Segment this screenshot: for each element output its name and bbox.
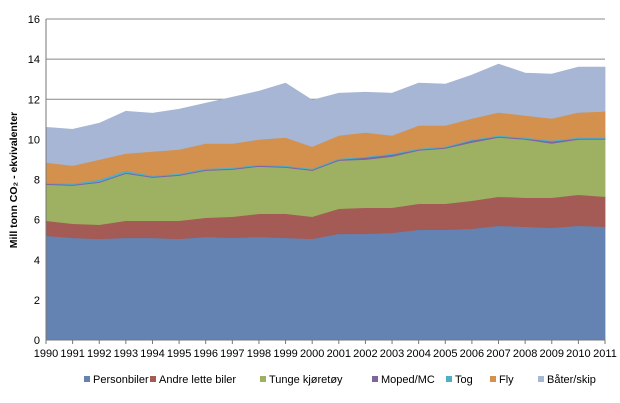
x-tick-label: 1990 bbox=[34, 348, 58, 360]
legend-swatch bbox=[260, 376, 266, 382]
x-tick-label: 1995 bbox=[167, 348, 191, 360]
legend-label: Tunge kjøretøy bbox=[269, 374, 343, 386]
y-tick-label: 14 bbox=[28, 54, 40, 66]
area-b-ter-skip bbox=[45, 63, 606, 166]
legend-swatch bbox=[84, 376, 90, 382]
legend-item: Tunge kjøretøy bbox=[260, 374, 343, 386]
x-tick-label: 2006 bbox=[460, 348, 484, 360]
x-tick-label: 1999 bbox=[273, 348, 297, 360]
x-tick-label: 2003 bbox=[380, 348, 404, 360]
legend-item: Tog bbox=[446, 374, 473, 386]
y-tick-label: 12 bbox=[28, 94, 40, 106]
legend-item: Andre lette biler bbox=[150, 374, 236, 386]
x-tick-label: 1998 bbox=[247, 348, 271, 360]
legend-swatch bbox=[538, 376, 544, 382]
legend-item: Moped/MC bbox=[372, 374, 435, 386]
x-tick-label: 1991 bbox=[60, 348, 84, 360]
y-tick-label: 0 bbox=[34, 335, 40, 347]
y-tick-label: 6 bbox=[34, 215, 40, 227]
legend-label: Andre lette biler bbox=[159, 374, 236, 386]
x-tick-label: 2011 bbox=[593, 348, 617, 360]
x-tick-label: 1994 bbox=[140, 348, 164, 360]
y-tick-label: 8 bbox=[34, 175, 40, 187]
axes bbox=[45, 19, 606, 344]
x-tick-label: 2008 bbox=[513, 348, 537, 360]
legend-label: Båter/skip bbox=[547, 374, 596, 386]
x-tick-label: 1996 bbox=[193, 348, 217, 360]
x-tick-labels: 1990 1991 1992 1993 1994 1995 1996 1997 1998 1999… bbox=[34, 348, 617, 360]
legend-item: Personbiler bbox=[84, 374, 149, 386]
legend-label: Personbiler bbox=[93, 374, 149, 386]
legend-item: Fly bbox=[490, 374, 514, 386]
legend-label: Fly bbox=[499, 374, 514, 386]
x-tick-label: 1992 bbox=[87, 348, 111, 360]
y-tick-label: 4 bbox=[34, 255, 40, 267]
x-tick-label: 2002 bbox=[353, 348, 377, 360]
legend-label: Tog bbox=[455, 374, 473, 386]
x-tick-label: 2005 bbox=[433, 348, 457, 360]
legend-swatch bbox=[372, 376, 378, 382]
legend-item: Båter/skip bbox=[538, 374, 596, 386]
x-tick-label: 2000 bbox=[300, 348, 324, 360]
legend-swatch bbox=[446, 376, 452, 382]
x-tick-label: 2010 bbox=[566, 348, 590, 360]
y-tick-label: 10 bbox=[28, 134, 40, 146]
x-tick-label: 2009 bbox=[540, 348, 564, 360]
area-personbiler bbox=[45, 225, 606, 341]
y-tick-label: 2 bbox=[34, 295, 40, 307]
x-tick-label: 2007 bbox=[486, 348, 510, 360]
legend-label: Moped/MC bbox=[381, 374, 435, 386]
y-axis-label: Mill tonn CO₂ - ekvivalenter bbox=[8, 112, 20, 249]
legend-swatch bbox=[490, 376, 496, 382]
x-tick-label: 2001 bbox=[327, 348, 351, 360]
legend: Personbiler Andre lette biler Tunge kjøret… bbox=[84, 374, 596, 386]
legend-swatch bbox=[150, 376, 156, 382]
areas bbox=[45, 63, 606, 341]
x-tick-label: 1993 bbox=[114, 348, 138, 360]
x-tick-label: 1997 bbox=[220, 348, 244, 360]
x-tick-label: 2004 bbox=[406, 348, 430, 360]
y-tick-label: 16 bbox=[28, 14, 40, 26]
y-tick-labels: 0 2 4 6 8 10 12 14 16 bbox=[28, 14, 40, 347]
